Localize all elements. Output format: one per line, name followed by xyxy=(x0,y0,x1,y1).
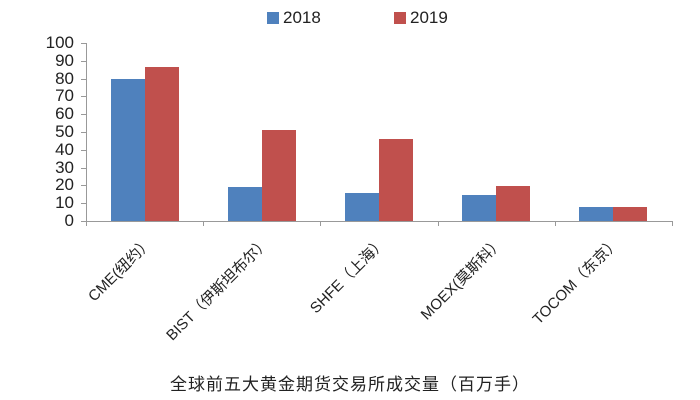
y-tick xyxy=(81,149,86,151)
y-tick-label: 20 xyxy=(55,175,74,195)
y-tick-label: 50 xyxy=(55,122,74,141)
bar-2019 xyxy=(379,139,413,221)
x-tick-label: TOCOM（东京） xyxy=(529,234,624,328)
y-tick-label: 0 xyxy=(64,211,74,230)
chart-legend: 2018 2019 xyxy=(0,8,700,32)
bar-2019 xyxy=(144,67,179,221)
y-tick-label: 70 xyxy=(55,86,74,106)
y-tick-label: 60 xyxy=(55,104,74,124)
legend-item-2018: 2018 xyxy=(267,8,321,28)
y-tick xyxy=(81,114,86,116)
legend-swatch-2018 xyxy=(267,12,279,24)
x-tick xyxy=(672,221,673,226)
y-tick-label: 100 xyxy=(45,33,74,52)
y-tick xyxy=(81,203,86,205)
x-axis-line xyxy=(86,221,672,222)
bar-2018 xyxy=(579,206,614,221)
y-tick-label: 10 xyxy=(55,193,74,213)
y-tick-label: 40 xyxy=(55,139,74,159)
bar-2019 xyxy=(613,206,648,221)
y-tick xyxy=(81,43,86,44)
y-tick xyxy=(81,221,86,222)
x-tick xyxy=(437,221,439,226)
x-tick xyxy=(320,221,322,226)
y-tick-label: 30 xyxy=(55,157,74,177)
x-tick-label: MOEX(莫斯科） xyxy=(417,234,508,324)
y-tick xyxy=(81,167,86,169)
y-tick-label: 90 xyxy=(55,50,74,70)
x-tick xyxy=(554,221,556,226)
chart-caption: 全球前五大黄金期货交易所成交量（百万手） xyxy=(170,375,530,395)
legend-label-2018: 2018 xyxy=(283,8,321,27)
y-tick xyxy=(81,96,86,98)
y-tick xyxy=(81,60,86,62)
legend-item-2019: 2019 xyxy=(394,8,448,28)
bar-2019 xyxy=(496,186,531,221)
legend-swatch-2019 xyxy=(394,12,406,24)
y-tick xyxy=(81,132,86,133)
y-tick-label: 80 xyxy=(55,68,74,88)
y-tick xyxy=(81,185,86,187)
bar-2018 xyxy=(110,78,145,221)
y-tick xyxy=(81,78,86,80)
x-tick xyxy=(203,221,205,226)
legend-label-2019: 2019 xyxy=(410,8,448,27)
x-tick xyxy=(86,221,87,226)
x-tick-label: BIST（伊斯坦布尔） xyxy=(163,234,273,345)
bar-2018 xyxy=(462,195,497,221)
x-tick-label: SHFE（上海） xyxy=(306,234,390,317)
bar-2019 xyxy=(261,130,296,221)
bar-2018 xyxy=(227,187,262,221)
x-tick-label: CME(纽约） xyxy=(84,234,156,306)
bar-2018 xyxy=(345,192,379,221)
y-axis-line xyxy=(86,43,87,221)
